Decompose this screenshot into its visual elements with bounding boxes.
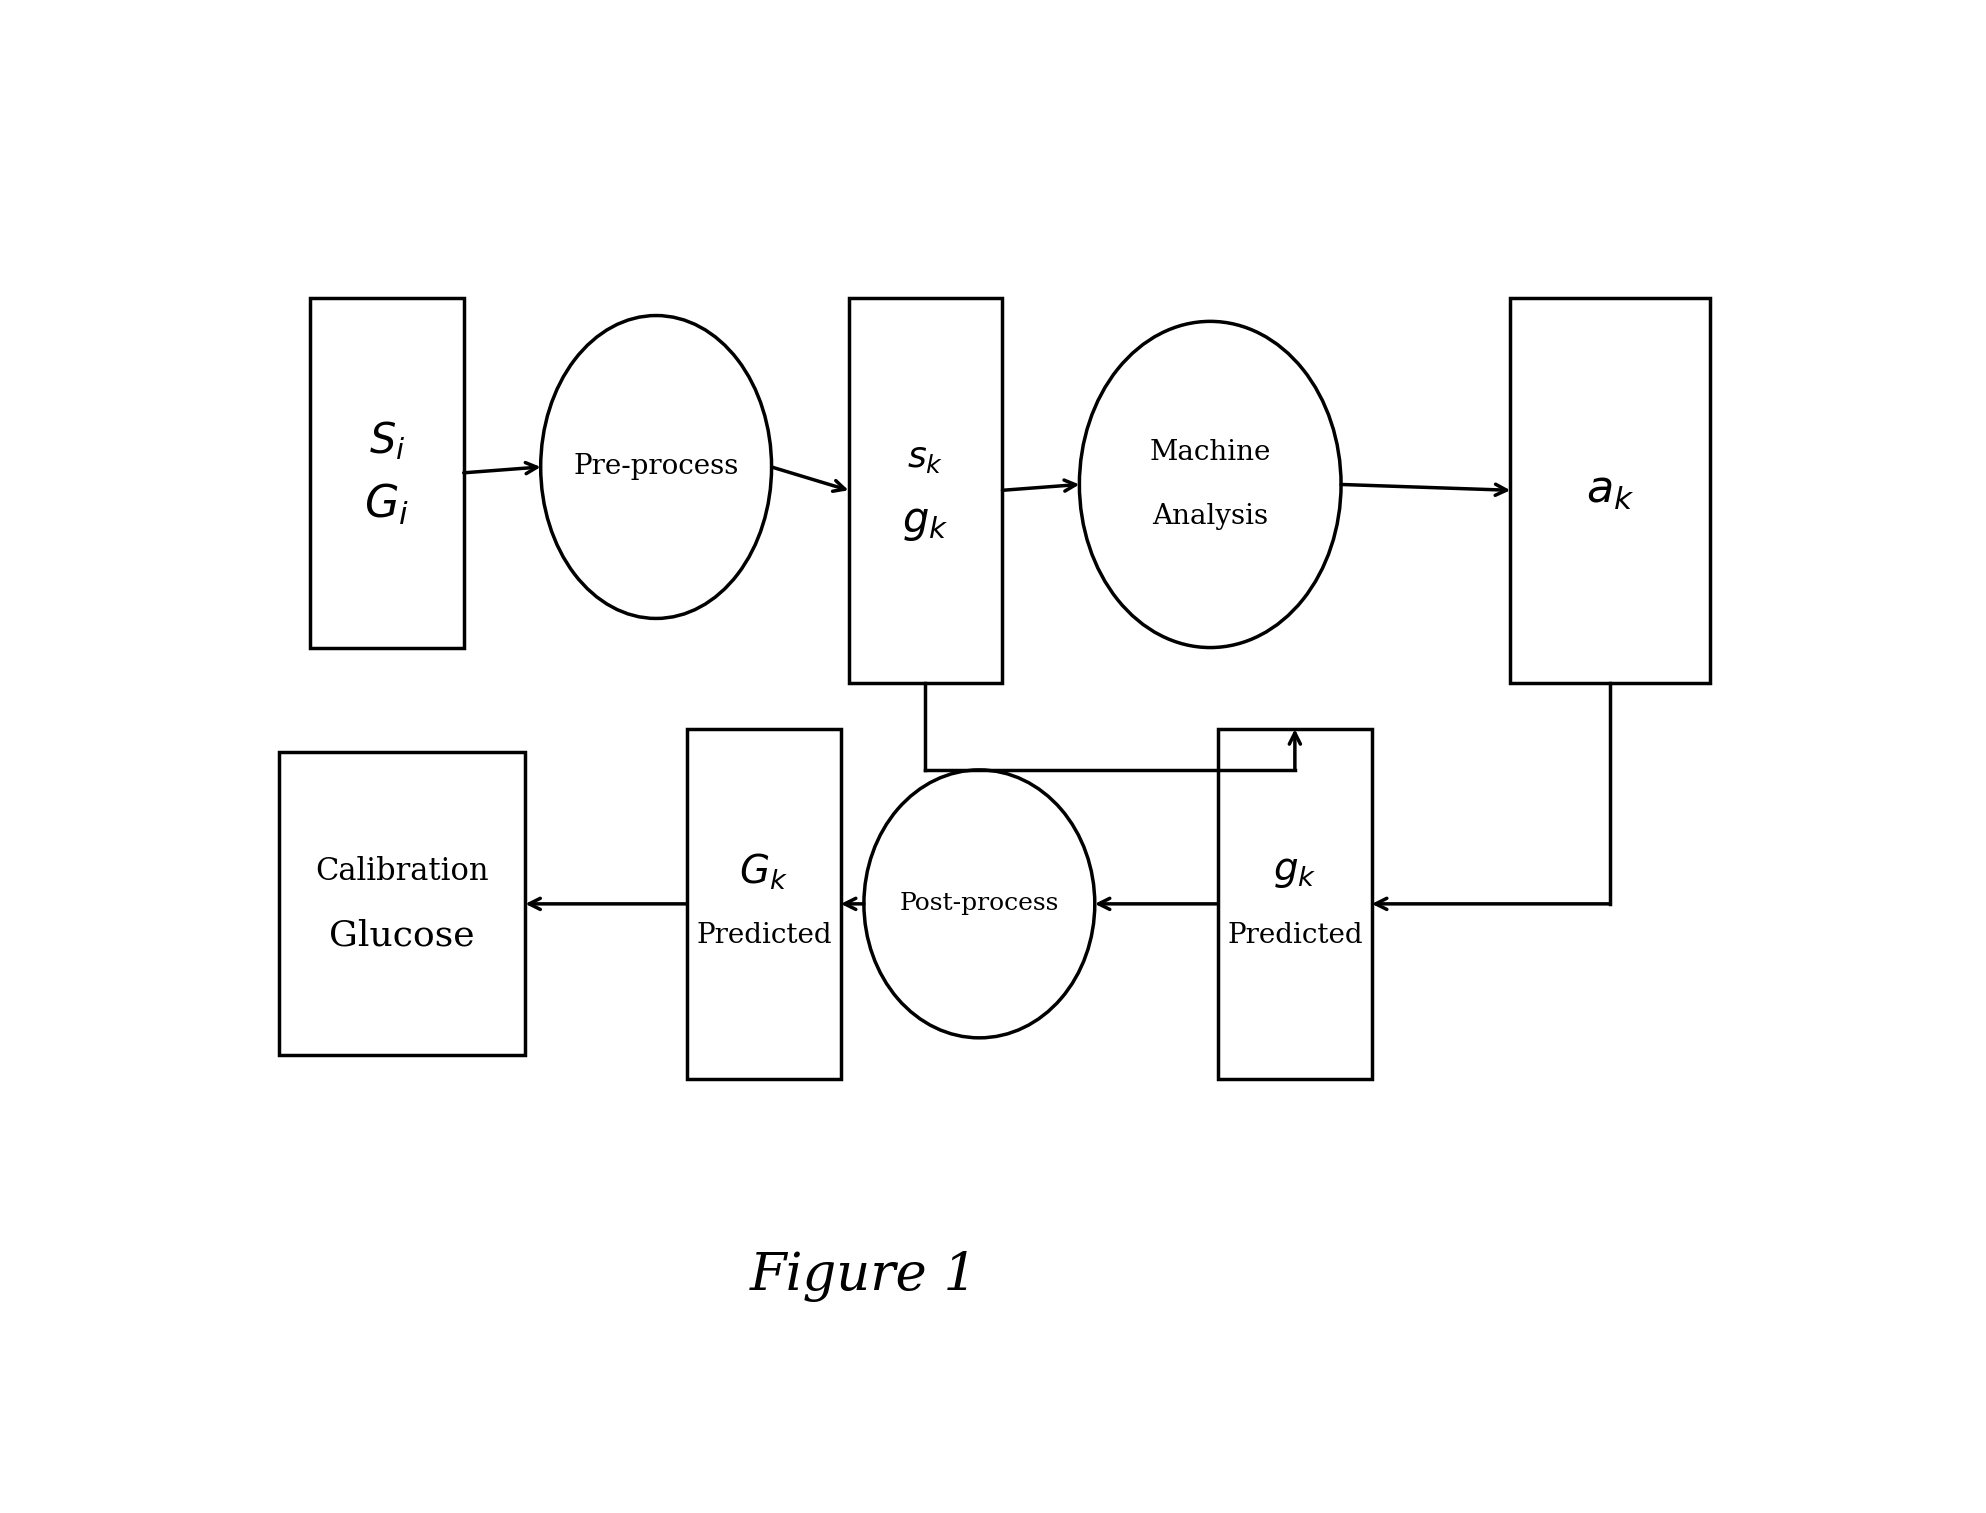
- Ellipse shape: [540, 316, 771, 619]
- Bar: [687, 729, 840, 1079]
- Text: $G_i$: $G_i$: [363, 483, 409, 528]
- Bar: [278, 752, 524, 1056]
- Text: $a_k$: $a_k$: [1587, 469, 1634, 511]
- Bar: [1217, 729, 1372, 1079]
- Bar: [1511, 298, 1710, 682]
- Text: Analysis: Analysis: [1152, 502, 1269, 530]
- Ellipse shape: [1080, 321, 1341, 648]
- Text: Predicted: Predicted: [695, 923, 832, 949]
- Ellipse shape: [864, 770, 1094, 1038]
- Text: Glucose: Glucose: [330, 918, 475, 953]
- Text: $G_k$: $G_k$: [739, 852, 788, 893]
- Text: $s_k$: $s_k$: [908, 442, 943, 475]
- Text: $S_i$: $S_i$: [369, 419, 405, 463]
- Text: Calibration: Calibration: [316, 856, 489, 887]
- Text: Post-process: Post-process: [900, 893, 1059, 915]
- Bar: [848, 298, 1003, 682]
- Text: $g_k$: $g_k$: [902, 501, 949, 543]
- Text: Machine: Machine: [1150, 439, 1271, 466]
- Text: Predicted: Predicted: [1227, 923, 1362, 949]
- Text: $g_k$: $g_k$: [1273, 853, 1317, 890]
- Bar: [310, 298, 465, 648]
- Text: Figure 1: Figure 1: [751, 1251, 977, 1303]
- Text: Pre-process: Pre-process: [574, 454, 739, 481]
